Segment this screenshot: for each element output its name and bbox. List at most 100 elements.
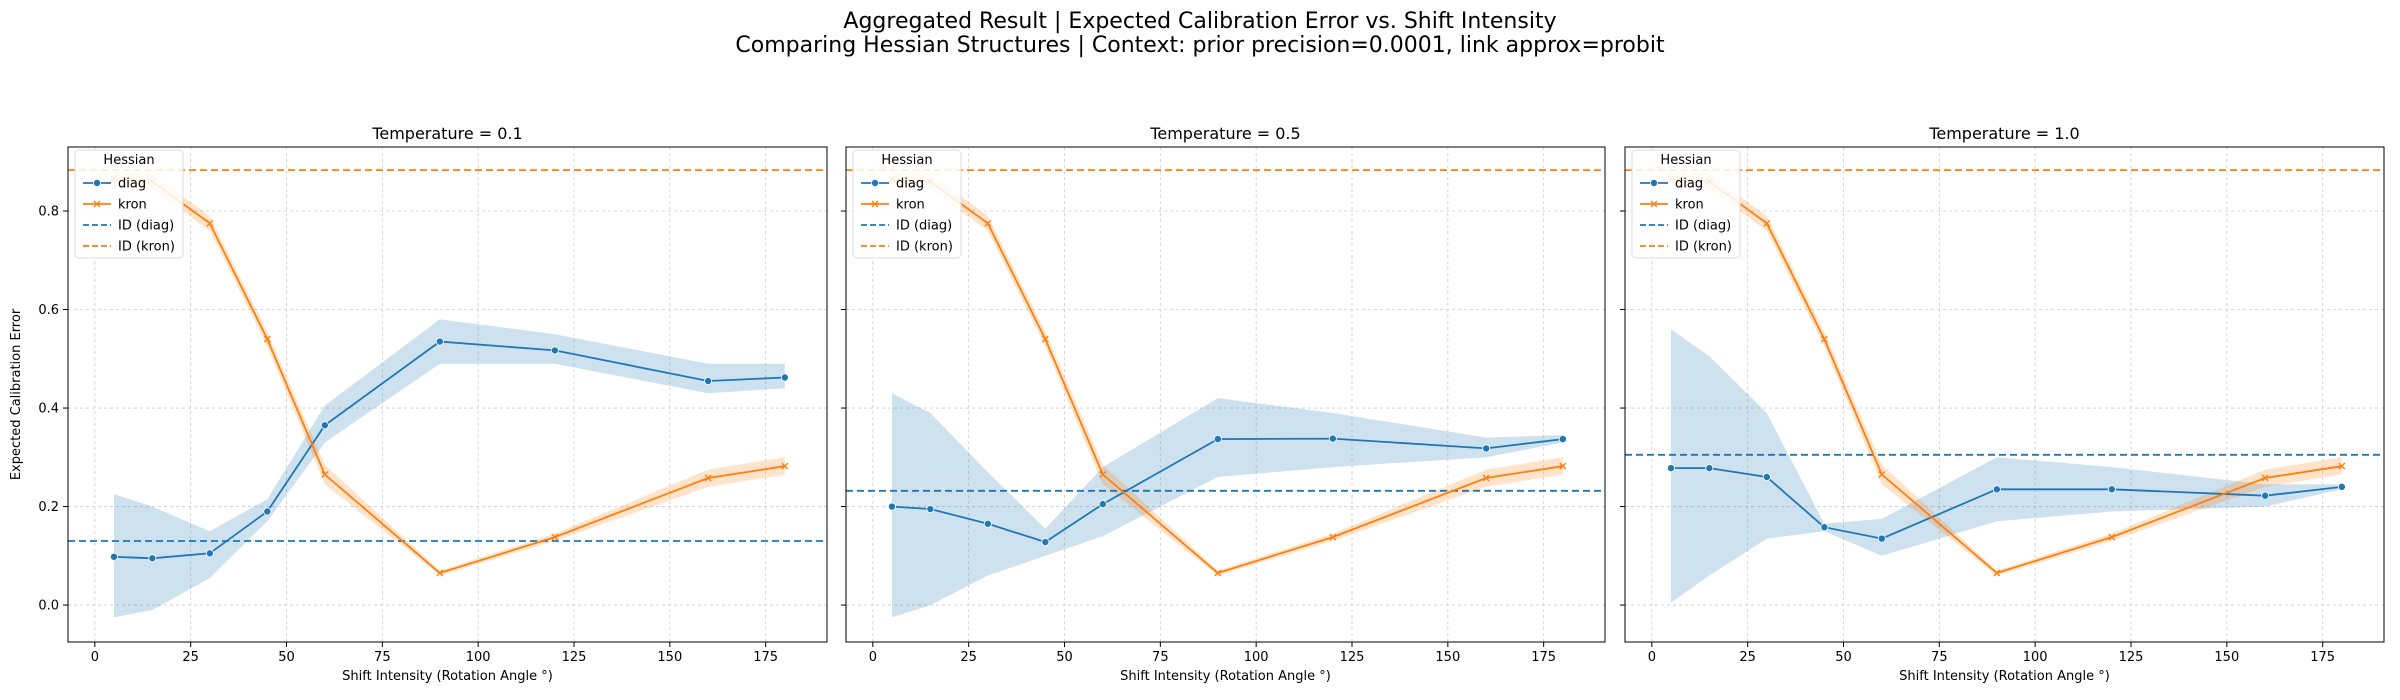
y-tick-label: 0.2 — [38, 500, 59, 515]
data-point-kron — [436, 569, 444, 577]
data-point-diag — [1482, 444, 1491, 453]
legend-label-id-kron: ID (kron) — [896, 240, 953, 255]
data-point-kron — [1820, 335, 1828, 343]
legend-marker-kron — [871, 200, 879, 208]
data-point-kron — [984, 219, 992, 227]
x-tick-label: 25 — [182, 650, 199, 665]
x-tick-label: 150 — [2214, 650, 2239, 665]
plot-frame — [845, 146, 1606, 643]
legend-box — [1631, 149, 1741, 259]
data-point-diag — [888, 502, 897, 511]
data-point-diag — [148, 554, 157, 563]
data-point-diag — [2107, 485, 2116, 494]
data-point-kron — [1099, 471, 1107, 479]
data-point-diag — [1558, 435, 1567, 444]
panel-title: Temperature = 0.1 — [371, 124, 522, 143]
legend-title: Hessian — [881, 153, 932, 168]
legend-label-id-kron: ID (kron) — [118, 240, 175, 255]
data-point-diag — [263, 507, 272, 516]
data-point-kron — [1482, 474, 1490, 482]
x-tick-label: 0 — [869, 650, 877, 665]
data-point-kron — [263, 335, 271, 343]
x-tick-label: 75 — [1152, 650, 1169, 665]
chart-panel-3: 0 25 50 75 100 125 150 175 Temperature = 1.0 Shif… — [1620, 124, 2385, 684]
panel-title: Temperature = 1.0 — [1928, 124, 2079, 143]
x-tick-label: 50 — [1056, 650, 1073, 665]
x-tick-label: 50 — [278, 650, 295, 665]
x-tick-label: 125 — [2119, 650, 2144, 665]
panel-title: Temperature = 0.5 — [1149, 124, 1300, 143]
figure-title-line-1: Aggregated Result | Expected Calibration… — [843, 9, 1557, 34]
legend-label-kron: kron — [1675, 198, 1704, 213]
chart-panel-2: 0 25 50 75 100 125 150 175 Temperature = 0.5 Shif… — [841, 124, 1606, 684]
data-point-diag — [550, 346, 559, 355]
legend-title: Hessian — [1660, 153, 1711, 168]
plot-frame — [67, 146, 828, 643]
x-tick-label: 125 — [1340, 650, 1365, 665]
y-tick-label: 0.0 — [38, 599, 59, 614]
data-point-kron — [321, 471, 329, 479]
y-tick-label: 0.6 — [38, 303, 59, 318]
legend-marker-diag — [1650, 178, 1659, 187]
data-point-diag — [1820, 523, 1829, 532]
legend-label-kron: kron — [118, 198, 147, 213]
data-point-kron — [1878, 471, 1886, 479]
legend: Hessian diag kron ID (diag) ID (kron) — [74, 149, 184, 259]
legend-label-id-diag: ID (diag) — [1675, 219, 1731, 234]
legend-label-id-diag: ID (diag) — [118, 219, 174, 234]
data-point-kron — [1763, 219, 1771, 227]
data-point-diag — [1762, 472, 1771, 481]
y-axis-label: Expected Calibration Error — [9, 308, 24, 480]
legend-label-kron: kron — [896, 198, 925, 213]
x-axis-label: Shift Intensity (Rotation Angle °) — [1899, 669, 2110, 684]
data-point-diag — [1098, 500, 1107, 509]
data-point-diag — [926, 505, 935, 514]
figure-title-line-2: Comparing Hessian Structures | Context: … — [735, 33, 1665, 58]
data-point-diag — [110, 552, 119, 561]
chart-panel-1: 0 25 50 75 100 125 150 175 0.0 0.2 0.4 0.6 0.8 Temper… — [9, 124, 828, 684]
x-axis-label: Shift Intensity (Rotation Angle °) — [342, 669, 553, 684]
data-point-diag — [1328, 434, 1337, 443]
x-tick-label: 125 — [562, 650, 587, 665]
legend-label-diag: diag — [1675, 177, 1703, 192]
data-point-kron — [1559, 462, 1567, 470]
data-point-diag — [983, 519, 992, 528]
data-point-kron — [1329, 533, 1337, 541]
x-tick-label: 100 — [1244, 650, 1269, 665]
x-tick-label: 25 — [960, 650, 977, 665]
data-point-diag — [2337, 482, 2346, 491]
data-point-diag — [320, 421, 329, 430]
legend-marker-kron — [93, 200, 101, 208]
data-point-diag — [1705, 464, 1714, 473]
x-tick-label: 175 — [1531, 650, 1556, 665]
legend: Hessian diag kron ID (diag) ID (kron) — [1631, 149, 1741, 259]
x-tick-label: 75 — [374, 650, 391, 665]
ci-band-diag — [114, 319, 785, 618]
x-axis-label: Shift Intensity (Rotation Angle °) — [1120, 669, 1331, 684]
data-point-kron — [551, 533, 559, 541]
legend-label-diag: diag — [118, 177, 146, 192]
legend-marker-diag — [871, 178, 880, 187]
data-point-kron — [781, 462, 789, 470]
data-point-diag — [1041, 538, 1050, 547]
data-point-kron — [2108, 533, 2116, 541]
data-point-diag — [780, 373, 789, 382]
legend: Hessian diag kron ID (diag) ID (kron) — [852, 149, 962, 259]
figure-title: Aggregated Result | Expected Calibration… — [0, 10, 2400, 58]
data-point-diag — [1667, 464, 1676, 473]
y-tick-label: 0.4 — [38, 402, 59, 417]
x-tick-label: 25 — [1739, 650, 1756, 665]
data-point-diag — [435, 337, 444, 346]
legend-box — [852, 149, 962, 259]
data-point-diag — [1877, 534, 1886, 543]
data-point-diag — [2261, 491, 2270, 500]
x-tick-label: 175 — [753, 650, 778, 665]
x-tick-label: 75 — [1931, 650, 1948, 665]
x-tick-label: 50 — [1835, 650, 1852, 665]
data-point-kron — [1214, 569, 1222, 577]
ci-band-diag — [892, 393, 1563, 618]
data-point-kron — [1993, 569, 2001, 577]
ci-band-diag — [1671, 329, 2342, 603]
y-tick-label: 0.8 — [38, 205, 59, 220]
